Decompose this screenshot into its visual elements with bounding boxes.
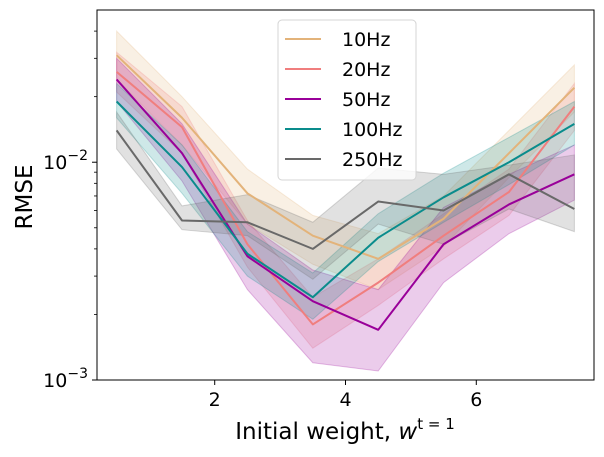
y-axis-title: RMSE bbox=[12, 165, 38, 230]
x-tick-label: 4 bbox=[339, 389, 351, 411]
series-100hz bbox=[115, 100, 575, 299]
x-axis: 2 4 6 bbox=[209, 380, 482, 411]
series-50hz bbox=[115, 78, 575, 331]
legend-label-50hz: 50Hz bbox=[342, 89, 390, 111]
legend-label-10hz: 10Hz bbox=[342, 29, 390, 51]
y-tick-label: 10−2 bbox=[43, 148, 88, 174]
confidence-band-50hz bbox=[116, 57, 575, 372]
series-line-250hz bbox=[115, 129, 575, 250]
legend-label-250hz: 250Hz bbox=[342, 149, 403, 171]
legend: 10Hz 20Hz 50Hz 100Hz 250Hz bbox=[277, 19, 417, 181]
series-line-100hz bbox=[115, 100, 575, 299]
x-tick-label: 2 bbox=[209, 389, 221, 411]
confidence-band-250hz bbox=[116, 110, 575, 280]
legend-frame bbox=[277, 19, 417, 181]
legend-label-20hz: 20Hz bbox=[342, 59, 390, 81]
y-axis: 10−310−2 bbox=[43, 148, 97, 392]
series-250hz bbox=[115, 129, 575, 250]
y-tick-label-base: 10 bbox=[43, 152, 67, 174]
x-axis-title-superscript: t = 1 bbox=[417, 415, 455, 433]
series-20hz bbox=[115, 71, 576, 326]
x-axis-title-symbol: w bbox=[398, 419, 417, 445]
y-tick-label-base: 10 bbox=[43, 370, 67, 392]
series-10hz bbox=[115, 54, 576, 260]
y-tick-label: 10−3 bbox=[43, 366, 88, 392]
series-line-20hz bbox=[115, 71, 576, 326]
legend-label-100hz: 100Hz bbox=[342, 119, 403, 141]
y-minor-ticks bbox=[94, 30, 97, 315]
series-line-10hz bbox=[115, 54, 576, 260]
confidence-band-20hz bbox=[116, 51, 575, 349]
series-line-50hz bbox=[115, 78, 575, 331]
y-tick-label-exponent: −3 bbox=[67, 366, 88, 382]
x-axis-title-text: Initial weight, bbox=[235, 419, 398, 445]
x-axis-title: Initial weight, wt = 1 bbox=[235, 415, 454, 445]
y-tick-label-exponent: −2 bbox=[67, 148, 88, 164]
x-tick-label: 6 bbox=[470, 389, 482, 411]
series-lines bbox=[115, 54, 576, 331]
